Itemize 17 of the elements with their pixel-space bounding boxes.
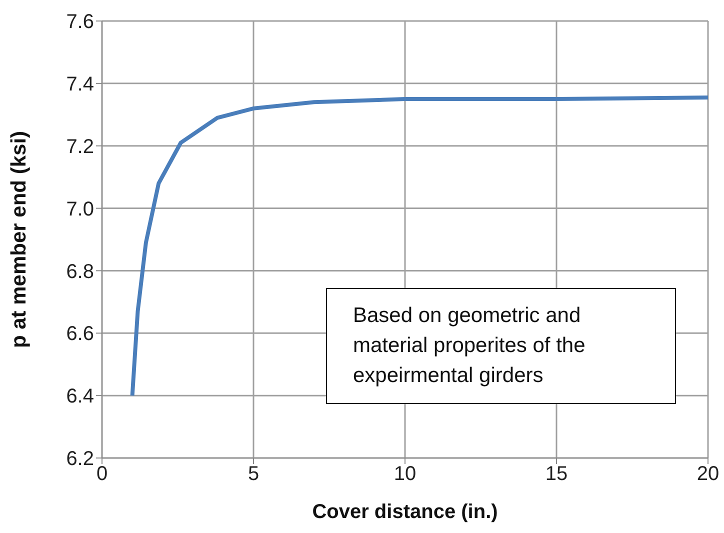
x-tick-label: 10: [394, 463, 416, 486]
y-tick-label: 6.6: [66, 323, 94, 346]
y-tick-label: 7.2: [66, 136, 94, 158]
x-tick-label: 0: [96, 463, 108, 486]
y-tick-label: 7.6: [66, 11, 94, 34]
line-series: [130, 95, 708, 398]
y-tick-label: 6.4: [66, 386, 94, 408]
x-tick-label: 5: [248, 463, 260, 486]
x-tick-label: 15: [545, 463, 568, 486]
y-tick-label: 6.2: [66, 448, 94, 470]
note-box: Based on geometric and material properites of the expeirmental girders: [326, 288, 676, 404]
y-tick-label: 7.4: [66, 74, 94, 96]
y-tick-label: 7.0: [66, 198, 94, 220]
y-axis-title: p at member end (ksi): [7, 130, 30, 348]
y-tick-label: 6.8: [66, 260, 94, 283]
x-axis-title: Cover distance (in.): [312, 501, 498, 523]
x-tick-label: 20: [696, 463, 720, 486]
